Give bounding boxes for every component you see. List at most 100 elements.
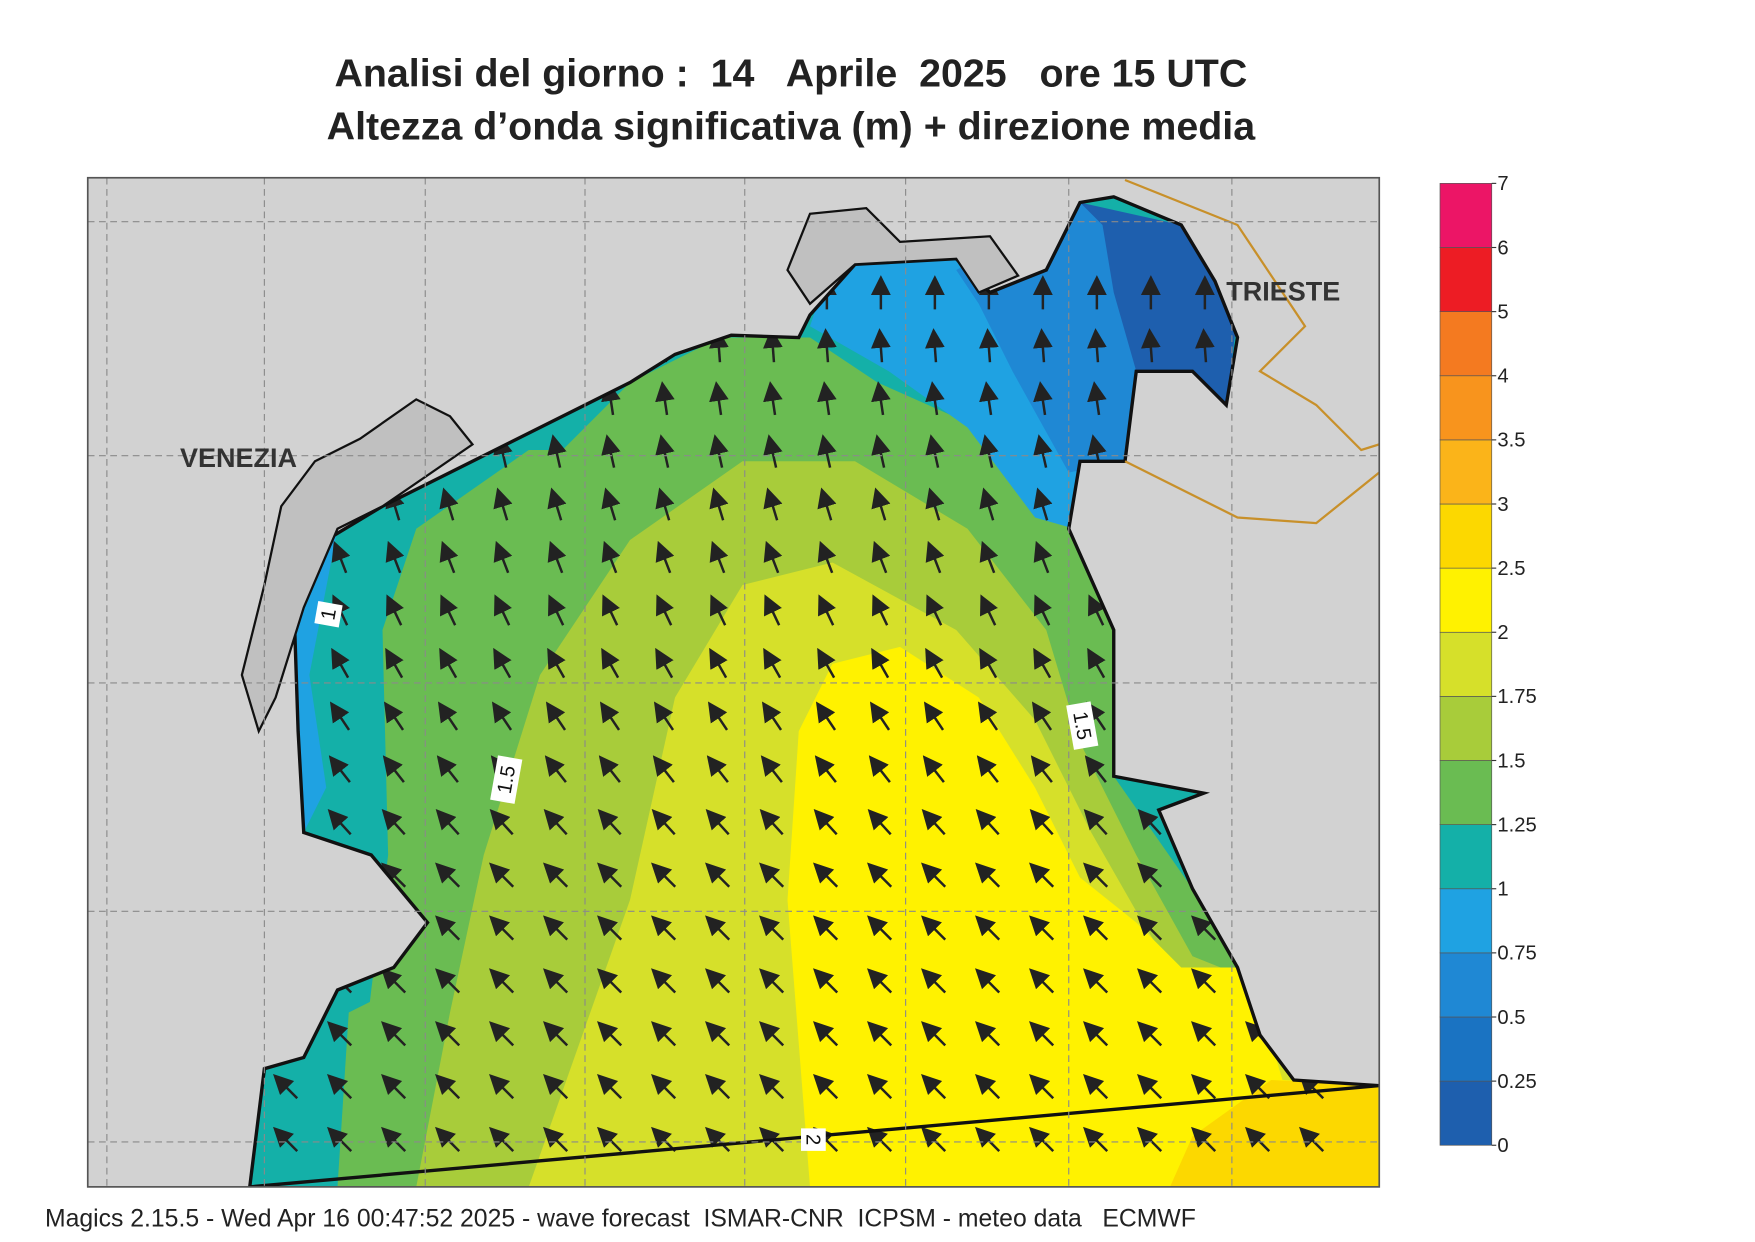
color-band [1439, 503, 1493, 569]
arrow [381, 809, 406, 836]
arrow [980, 594, 998, 626]
arrow [923, 701, 945, 731]
tick-label: 0.5 [1497, 1007, 1525, 1029]
arrow [436, 755, 459, 783]
color-band [1439, 439, 1493, 505]
arrow [759, 862, 785, 888]
arrow [1033, 328, 1053, 363]
arrow [760, 755, 783, 783]
arrow [709, 381, 729, 416]
arrow [1137, 809, 1162, 836]
arrow [1191, 915, 1217, 941]
arrow [489, 915, 515, 941]
arrow [763, 487, 783, 521]
arrow [871, 647, 890, 679]
arrow [975, 809, 1000, 836]
arrow [979, 487, 999, 521]
arrow [489, 862, 515, 888]
arrow [1034, 594, 1052, 626]
arrow [1029, 1074, 1055, 1100]
arrow [867, 915, 893, 941]
arrow [1029, 1021, 1055, 1047]
arrow [921, 1021, 947, 1047]
arrow [435, 915, 461, 941]
arrow [817, 487, 837, 521]
arrow [979, 381, 999, 416]
arrow [813, 1074, 839, 1100]
arrow [331, 540, 351, 574]
arrow [867, 1021, 893, 1047]
tick-label: 2.5 [1497, 558, 1525, 580]
arrow [1137, 1021, 1163, 1047]
arrow [709, 487, 729, 521]
arrow [979, 328, 999, 363]
arrow [1083, 809, 1108, 836]
arrow [489, 809, 514, 836]
arrow [1033, 381, 1053, 416]
arrow [925, 381, 945, 416]
arrow [818, 594, 836, 626]
color-band [1439, 760, 1493, 825]
title: Analisi del giorno : 14 Aprile 2025 ore … [334, 52, 1247, 96]
arrow [652, 755, 675, 783]
place-label: TRIESTE [1226, 276, 1340, 306]
arrow [979, 647, 998, 679]
arrow [1084, 755, 1107, 783]
arrow [1137, 968, 1163, 994]
arrow [1030, 755, 1053, 783]
arrow [597, 1126, 623, 1152]
place-label: VENEZIA [180, 443, 297, 473]
arrow [655, 487, 675, 521]
arrow [440, 594, 458, 626]
arrow [327, 809, 352, 836]
arrow [705, 862, 731, 888]
arrow [709, 647, 728, 679]
arrow [435, 862, 461, 888]
arrow [547, 434, 567, 468]
contour-label: 1 [317, 607, 341, 622]
arrow [328, 755, 351, 783]
arrow [273, 1126, 299, 1152]
arrow [813, 862, 839, 888]
arrow [867, 968, 893, 994]
arrow [975, 1074, 1001, 1100]
arrow [543, 1074, 569, 1100]
arrow [543, 809, 568, 836]
arrow [871, 434, 891, 468]
arrow [710, 594, 728, 626]
color-band [1439, 567, 1493, 633]
arrow [817, 381, 837, 416]
arrow [327, 1126, 353, 1152]
tick-label: 1 [1497, 879, 1508, 901]
arrow [925, 540, 945, 574]
arrow [871, 328, 891, 363]
arrow [871, 540, 891, 574]
arrow [1245, 1126, 1271, 1152]
arrow [921, 1126, 947, 1152]
arrow [489, 1021, 515, 1047]
color-band [1439, 375, 1493, 441]
arrow [543, 968, 569, 994]
tick-label: 2 [1497, 622, 1508, 644]
arrow [813, 809, 838, 836]
arrow [547, 540, 567, 574]
arrow [921, 809, 946, 836]
arrow [655, 434, 675, 468]
tick-label: 1.25 [1497, 814, 1536, 836]
arrow [813, 1021, 839, 1047]
arrow [494, 594, 512, 626]
arrow [601, 647, 620, 679]
arrow [435, 809, 460, 836]
color-band [1439, 183, 1493, 248]
arrow [975, 968, 1001, 994]
arrow [1029, 809, 1054, 836]
arrow [548, 594, 566, 626]
arrow [705, 1021, 731, 1047]
tick-label: 1.75 [1497, 686, 1536, 708]
arrow [489, 968, 515, 994]
lagoon-grado [786, 206, 1020, 306]
arrow [759, 809, 784, 836]
color-band [1439, 952, 1493, 1018]
arrow [869, 701, 891, 731]
arrow [1088, 594, 1106, 626]
